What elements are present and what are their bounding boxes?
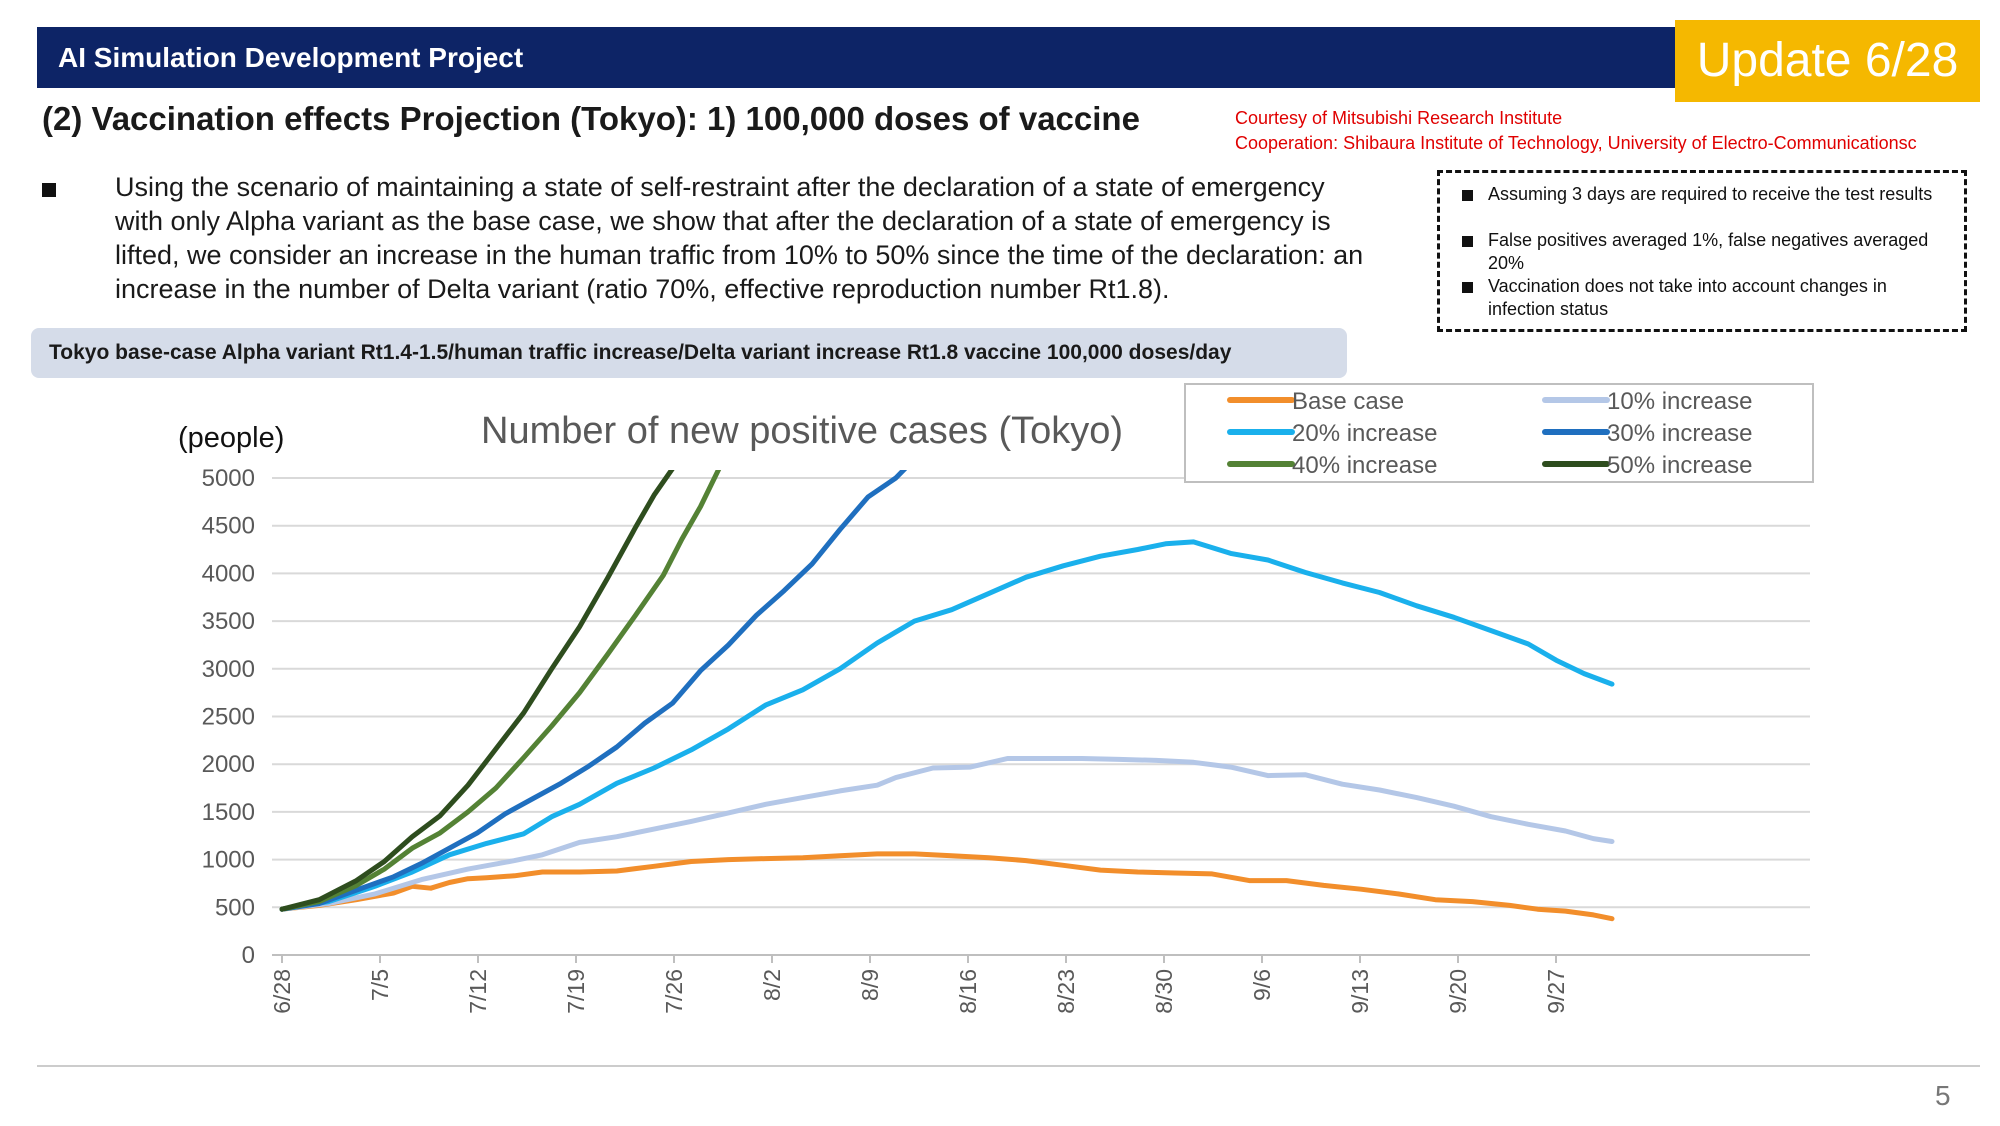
y-tick-label: 2000	[202, 751, 255, 778]
y-tick-label: 5000	[202, 465, 255, 492]
x-tick-label: 9/6	[1249, 969, 1275, 1001]
credits: Courtesy of Mitsubishi Research Institut…	[1235, 106, 1917, 156]
legend-label: 50% increase	[1607, 452, 1752, 479]
legend-label: 20% increase	[1292, 420, 1437, 447]
legend-label: 30% increase	[1607, 420, 1752, 447]
header-title: AI Simulation Development Project	[58, 42, 524, 73]
x-tick-label: 8/2	[759, 969, 785, 1001]
x-tick-label: 9/20	[1445, 969, 1471, 1014]
note-item: Vaccination does not take into account c…	[1488, 276, 1887, 319]
x-tick-label: 9/27	[1543, 969, 1569, 1014]
slide-subtitle: (2) Vaccination effects Projection (Toky…	[42, 100, 1140, 137]
y-tick-label: 0	[242, 942, 255, 969]
y-tick-label: 4500	[202, 513, 255, 540]
note-bullet-icon	[1462, 190, 1473, 201]
legend-entries: Base case 10% increase 20% increase 30% inc…	[1227, 388, 1752, 479]
header-bar	[37, 27, 1980, 88]
y-tick-label: 1500	[202, 799, 255, 826]
x-tick-label: 8/23	[1053, 969, 1079, 1014]
x-tick-label: 9/13	[1347, 969, 1373, 1014]
bullet-square-icon	[42, 183, 56, 197]
x-tick-label: 7/19	[563, 969, 589, 1014]
scenario-label: Tokyo base-case Alpha variant Rt1.4-1.5/…	[31, 328, 1347, 378]
page-number: 5	[1935, 1080, 1951, 1111]
y-axis-label: (people)	[178, 422, 284, 454]
chart-title: Number of new positive cases (Tokyo)	[481, 410, 1123, 452]
chart-series	[279, 470, 1615, 922]
y-tick-label: 3000	[202, 656, 255, 683]
series-line-20-increase	[279, 539, 1615, 912]
x-tick-label: 8/9	[857, 969, 883, 1001]
x-tick-label: 6/28	[269, 969, 295, 1014]
series-line-10-increase	[279, 756, 1615, 912]
description-paragraph: Using the scenario of maintaining a stat…	[115, 172, 1364, 304]
note-item: Assuming 3 days are required to receive …	[1488, 184, 1933, 204]
x-axis: 6/28 7/5 7/12 7/19 7/26 8/2 8/9 8/16 8/23 8/30 9/6…	[269, 955, 1569, 1014]
legend-label: 10% increase	[1607, 388, 1752, 415]
series-line-base-case	[279, 851, 1615, 922]
note-bullet-icon	[1462, 282, 1473, 293]
y-tick-label: 2500	[202, 704, 255, 731]
legend-label: Base case	[1292, 388, 1404, 415]
update-badge: Update 6/28	[1675, 20, 1980, 102]
y-tick-label: 4000	[202, 560, 255, 587]
note-bullet-icon	[1462, 236, 1473, 247]
credits-line-1: Courtesy of Mitsubishi Research Institut…	[1235, 108, 1563, 128]
chart-grid	[272, 477, 1810, 956]
note-item: False positives averaged 1%, false negat…	[1488, 230, 1929, 273]
series-line-50-increase	[279, 470, 675, 912]
footer-divider	[37, 1065, 1980, 1067]
legend-label: 40% increase	[1292, 452, 1437, 479]
series-line-30-increase	[279, 470, 908, 912]
y-axis: 0 500 1000 1500 2000 2500 3000 3500 4000 4500 5000	[202, 465, 255, 969]
notes-box: Assuming 3 days are required to receive …	[1437, 170, 1967, 332]
y-tick-label: 3500	[202, 608, 255, 635]
x-tick-label: 8/30	[1151, 969, 1177, 1014]
x-tick-label: 7/5	[367, 969, 393, 1001]
y-tick-label: 500	[215, 894, 255, 921]
x-tick-label: 7/26	[661, 969, 687, 1014]
x-tick-label: 8/16	[955, 969, 981, 1014]
y-tick-label: 1000	[202, 847, 255, 874]
credits-line-2: Cooperation: Shibaura Institute of Techn…	[1235, 133, 1917, 153]
series-line-40-increase	[279, 470, 722, 912]
x-tick-label: 7/12	[465, 969, 491, 1014]
